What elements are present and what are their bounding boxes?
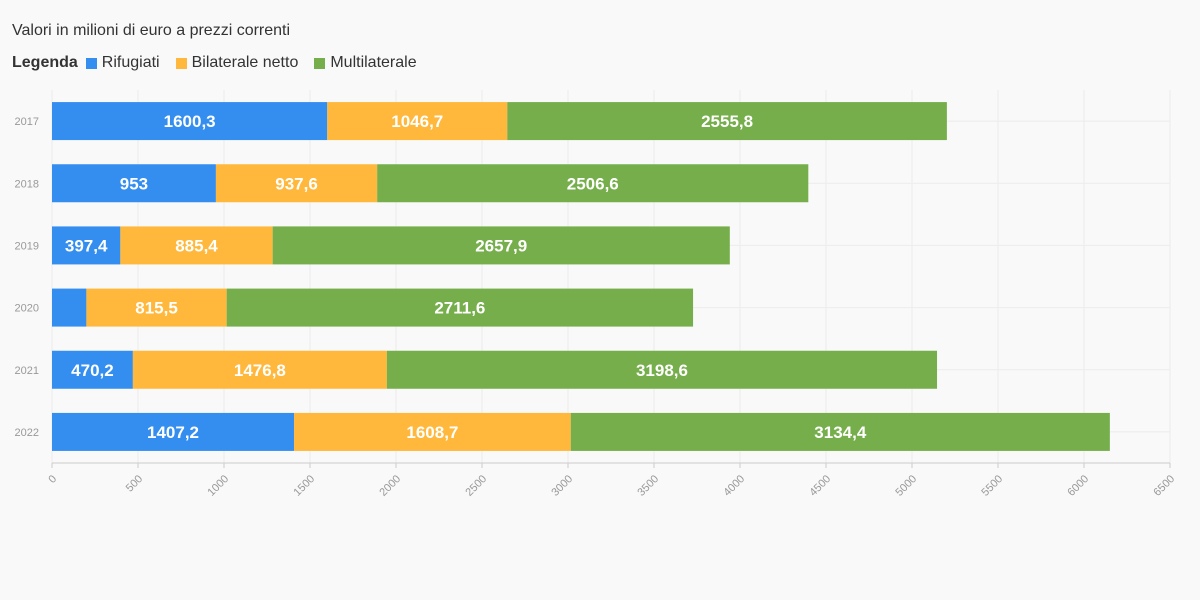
bar-2020-rifugiati[interactable] — [52, 288, 87, 327]
x-tick-label-9: 4500 — [807, 473, 833, 499]
bar-2020-bilaterale-netto[interactable] — [86, 288, 227, 327]
bar-2021-bilaterale-netto[interactable] — [132, 350, 387, 389]
y-tick-label-2020: 2020 — [15, 303, 39, 315]
bar-2022-multilaterale[interactable] — [570, 412, 1110, 451]
legend-label-rifugiati: Rifugiati — [101, 54, 160, 71]
legend: Legenda Rifugiati Bilaterale netto Multi… — [12, 54, 433, 72]
bar-2019-multilaterale[interactable] — [272, 226, 730, 265]
bar-label-2022-rifugiati: 1407,2 — [147, 423, 199, 442]
bar-2018-rifugiati[interactable] — [52, 164, 216, 203]
bar-2021-rifugiati[interactable] — [52, 350, 133, 389]
bar-label-2017-multilaterale: 2555,8 — [701, 112, 753, 131]
x-tick-label-2: 1000 — [205, 473, 231, 499]
y-tick-label-2018: 2018 — [15, 178, 39, 190]
bar-2018-multilaterale[interactable] — [377, 164, 809, 203]
x-tick-label-1: 500 — [124, 473, 145, 494]
bar-label-2018-bilaterale-netto: 937,6 — [275, 174, 318, 193]
x-tick-label-3: 1500 — [291, 473, 317, 499]
y-tick-label-2017: 2017 — [15, 116, 39, 128]
bar-label-2018-multilaterale: 2506,6 — [567, 174, 619, 193]
legend-swatch-bilaterale — [175, 57, 187, 69]
legend-swatch-multilaterale — [314, 57, 326, 69]
legend-item-bilaterale[interactable]: Bilaterale netto — [175, 54, 299, 72]
bar-2018-bilaterale-netto[interactable] — [215, 164, 378, 203]
bar-label-2021-multilaterale: 3198,6 — [636, 361, 688, 380]
bar-2021-multilaterale[interactable] — [386, 350, 938, 389]
bar-2019-bilaterale-netto[interactable] — [120, 226, 273, 265]
y-tick-label-2021: 2021 — [15, 365, 39, 377]
legend-swatch-rifugiati — [85, 57, 97, 69]
x-tick-label-12: 6000 — [1065, 473, 1091, 499]
bar-2019-rifugiati[interactable] — [52, 226, 121, 265]
bar-label-2019-bilaterale-netto: 885,4 — [175, 236, 218, 255]
x-tick-label-5: 2500 — [463, 473, 489, 499]
x-tick-label-8: 4000 — [721, 473, 747, 499]
bar-label-2020-bilaterale-netto: 815,5 — [135, 299, 178, 318]
legend-item-rifugiati[interactable]: Rifugiati — [85, 54, 160, 72]
x-tick-label-4: 2000 — [377, 473, 403, 499]
bar-label-2017-rifugiati: 1600,3 — [164, 112, 216, 131]
bar-2017-rifugiati[interactable] — [52, 102, 328, 141]
bar-label-2021-bilaterale-netto: 1476,8 — [234, 361, 286, 380]
chart-subtitle: Valori in milioni di euro a prezzi corre… — [12, 22, 291, 39]
x-tick-label-6: 3000 — [549, 473, 575, 499]
bar-label-2021-rifugiati: 470,2 — [71, 361, 114, 380]
x-tick-label-0: 0 — [46, 473, 59, 486]
bar-label-2019-multilaterale: 2657,9 — [475, 236, 527, 255]
bar-label-2017-bilaterale-netto: 1046,7 — [391, 112, 443, 131]
bar-2020-multilaterale[interactable] — [226, 288, 694, 327]
bar-2022-bilaterale-netto[interactable] — [294, 412, 571, 451]
bar-label-2022-bilaterale-netto: 1608,7 — [406, 423, 458, 442]
legend-label-multilaterale: Multilaterale — [330, 54, 417, 71]
bar-2017-bilaterale-netto[interactable] — [327, 102, 508, 141]
legend-label-bilaterale: Bilaterale netto — [191, 54, 299, 71]
y-tick-label-2022: 2022 — [15, 427, 39, 439]
legend-item-multilaterale[interactable]: Multilaterale — [314, 54, 417, 72]
x-tick-label-11: 5500 — [979, 473, 1005, 499]
bar-label-2022-multilaterale: 3134,4 — [814, 423, 867, 442]
x-tick-label-7: 3500 — [635, 473, 661, 499]
bar-label-2020-multilaterale: 2711,6 — [434, 299, 485, 318]
bar-label-2018-rifugiati: 953 — [120, 174, 148, 193]
x-tick-label-13: 6500 — [1151, 473, 1177, 499]
bar-2022-rifugiati[interactable] — [52, 412, 295, 451]
x-tick-label-10: 5000 — [893, 473, 919, 499]
bar-label-2019-rifugiati: 397,4 — [65, 236, 108, 255]
legend-title: Legenda — [12, 54, 78, 71]
bar-2017-multilaterale[interactable] — [507, 102, 947, 141]
y-tick-label-2019: 2019 — [15, 240, 39, 252]
